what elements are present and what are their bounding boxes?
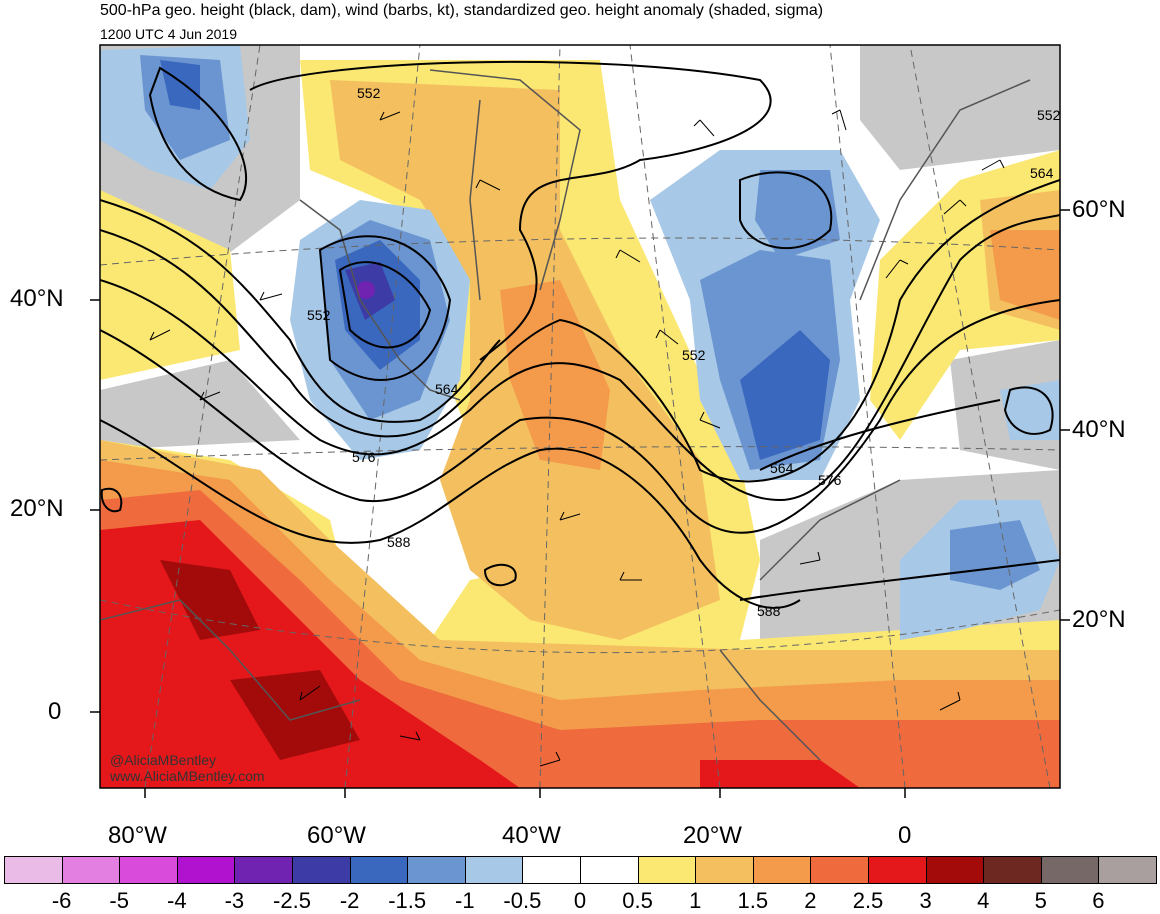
contour-label: 552	[1037, 107, 1061, 123]
colorbar-swatch	[291, 856, 351, 884]
contour-label: 564	[770, 460, 794, 476]
colorbar-tick-label: -0.5	[503, 888, 542, 913]
lat-label-left: 40°N	[10, 285, 64, 312]
colorbar-tick-label: -2	[339, 888, 360, 913]
lon-label: 60°W	[307, 822, 366, 849]
colorbar-swatch	[752, 856, 812, 884]
colorbar-tick-label: 6	[1092, 888, 1105, 913]
credit-handle: @AliciaMBentley	[110, 752, 217, 768]
colorbar	[4, 856, 1157, 884]
chart-title: 500-hPa geo. height (black, dam), wind (…	[100, 2, 824, 19]
colorbar-swatch	[1040, 856, 1100, 884]
colorbar-swatch	[983, 856, 1042, 884]
colorbar-tick-label: -5	[109, 888, 129, 913]
colorbar-swatch	[579, 856, 639, 884]
colorbar-tick-label: 3	[919, 888, 932, 913]
colorbar-tick-label: 5	[1034, 888, 1047, 913]
contour-label: 588	[387, 534, 411, 550]
lon-label: 20°W	[683, 822, 742, 849]
colorbar-swatch	[522, 856, 581, 884]
valid-time: 1200 UTC 4 Jun 2019	[100, 26, 237, 42]
colorbar-tick-label: 0.5	[622, 888, 653, 913]
colorbar-tick-label: -1.5	[388, 888, 427, 913]
contour-label: 552	[307, 307, 331, 323]
colorbar-swatch	[695, 856, 754, 884]
lon-label: 80°W	[108, 822, 167, 849]
colorbar-tick-label: 2.5	[852, 888, 884, 913]
colorbar-tick-label: 1	[689, 888, 702, 913]
contour-label: 588	[757, 603, 781, 619]
colorbar-swatch	[867, 856, 927, 884]
colorbar-swatch	[464, 856, 524, 884]
colorbar-swatch	[176, 856, 236, 884]
colorbar-tick-label: 2	[804, 888, 817, 913]
colorbar-swatch	[637, 856, 697, 884]
lat-label-right: 40°N	[1072, 416, 1126, 443]
contour-label: 552	[357, 85, 381, 101]
colorbar-tick-label: -1	[455, 888, 475, 913]
lat-label-right: 20°N	[1072, 606, 1126, 633]
colorbar-tick-label: 0	[573, 888, 587, 913]
contour-label: 564	[1030, 165, 1054, 181]
contour-label: 552	[682, 347, 706, 363]
contour-label: 576	[818, 472, 842, 488]
colorbar-tick-label: 4	[977, 888, 990, 913]
colorbar-swatch	[61, 856, 121, 884]
colorbar-tick-label: -4	[167, 888, 187, 913]
colorbar-swatch	[925, 856, 985, 884]
credit-website: www.AliciaMBentley.com	[110, 768, 265, 784]
lat-label-left: 20°N	[10, 495, 64, 522]
lon-label: 0	[898, 822, 912, 849]
colorbar-tick-label: -2.5	[273, 888, 311, 913]
colorbar-swatch	[1098, 856, 1157, 884]
lat-label-right: 60°N	[1072, 196, 1126, 223]
contour-label: 576	[352, 449, 376, 465]
colorbar-swatch	[349, 856, 409, 884]
colorbar-tick-label: -3	[224, 888, 245, 913]
colorbar-swatch	[4, 856, 63, 884]
colorbar-swatch	[810, 856, 869, 884]
contour-label: 564	[435, 381, 459, 397]
lon-label: 40°W	[502, 822, 561, 849]
colorbar-tick-label: -6	[51, 888, 72, 913]
lat-label-left: 0	[48, 698, 62, 725]
colorbar-swatch	[119, 856, 178, 884]
colorbar-swatch	[407, 856, 466, 884]
colorbar-swatch	[234, 856, 293, 884]
colorbar-tick-label: 1.5	[737, 888, 769, 913]
